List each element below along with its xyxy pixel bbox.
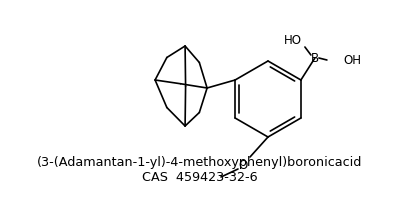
Text: HO: HO	[284, 34, 302, 47]
Text: OH: OH	[343, 54, 361, 67]
Text: CAS  459423-32-6: CAS 459423-32-6	[142, 171, 258, 184]
Text: O: O	[238, 159, 248, 172]
Text: B: B	[311, 52, 319, 65]
Text: (3-(Adamantan-1-yl)-4-methoxyphenyl)boronicacid: (3-(Adamantan-1-yl)-4-methoxyphenyl)boro…	[37, 156, 363, 169]
